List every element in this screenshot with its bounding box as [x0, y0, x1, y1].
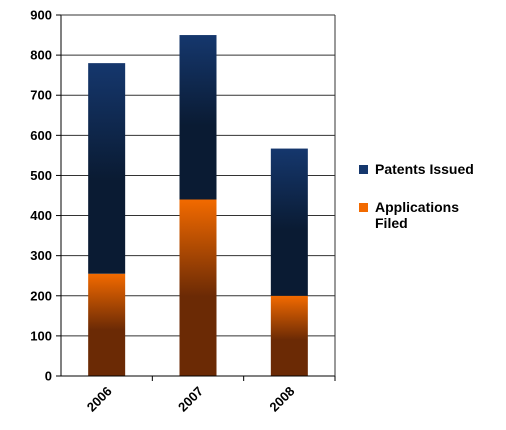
legend-label: Applications [375, 199, 459, 215]
x-tick-label: 2007 [175, 384, 206, 415]
legend-swatch [359, 165, 368, 174]
legend-label: Patents Issued [375, 161, 474, 177]
y-tick-label: 300 [30, 248, 52, 263]
x-tick-label: 2006 [84, 384, 115, 415]
bar-2006-patents-issued [88, 63, 126, 274]
y-tick-label: 800 [30, 48, 52, 63]
y-tick-label: 0 [45, 369, 52, 384]
bar-2006-applications-filed [88, 273, 126, 376]
x-tick-label: 2008 [266, 384, 297, 415]
y-tick-label: 900 [30, 8, 52, 23]
bars [88, 35, 308, 376]
axes: 0 100 200 300 400 500 600 700 800 900 2006 2007 2008 [30, 8, 336, 415]
bar-2007-patents-issued [179, 35, 217, 200]
y-tick-label: 600 [30, 128, 52, 143]
bar-2008-applications-filed [270, 295, 308, 376]
y-tick-label: 100 [30, 328, 52, 343]
y-tick-label: 500 [30, 168, 52, 183]
y-tick-label: 200 [30, 288, 52, 303]
legend-swatch [359, 203, 368, 212]
bar-2007-applications-filed [179, 199, 217, 376]
bar-2008-patents-issued [270, 148, 308, 296]
legend-label: Filed [375, 215, 408, 231]
y-tick-label: 700 [30, 88, 52, 103]
y-tick-label: 400 [30, 208, 52, 223]
